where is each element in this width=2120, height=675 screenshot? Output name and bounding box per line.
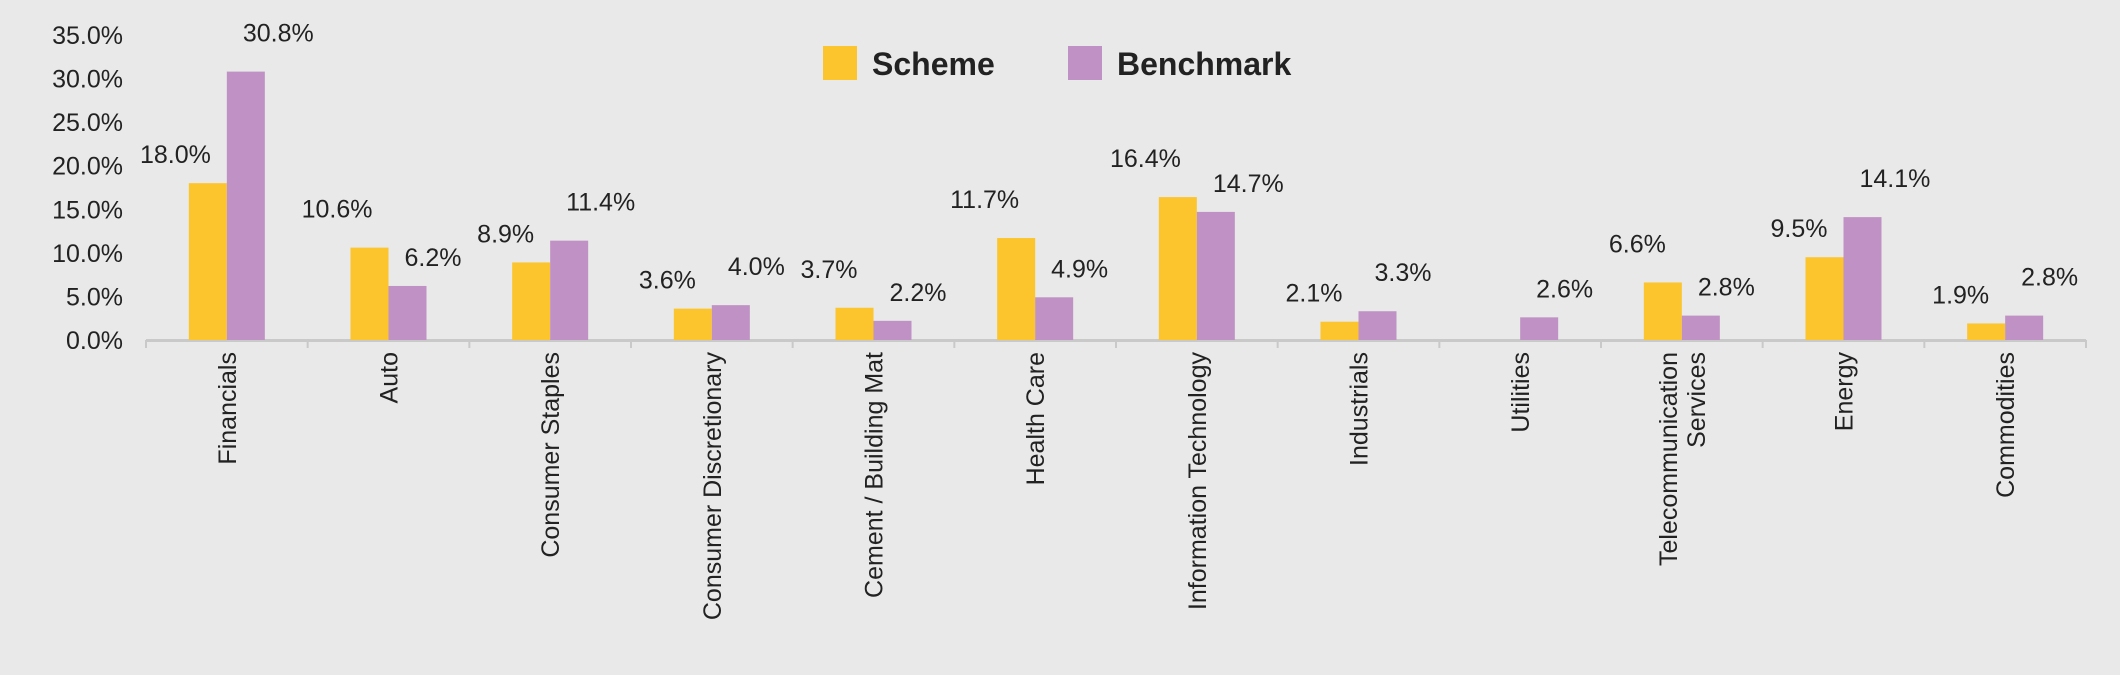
scheme-data-label: 2.1% [1286, 280, 1343, 308]
category-label-group: Information Technology [1184, 352, 1212, 611]
category-label: Consumer Discretionary [699, 352, 727, 621]
y-axis: 0.0% 5.0% 10.0% 15.0% 20.0% 25.0% 30.0% 35.0% [52, 22, 123, 355]
scheme-bar [188, 183, 227, 340]
benchmark-data-label: 14.1% [1860, 165, 1931, 193]
category-label-group: Auto [376, 352, 404, 403]
y-tick-label: 30.0% [52, 66, 123, 94]
x-axis [145, 339, 2087, 348]
category-label: Services [1683, 352, 1711, 448]
category-label: Health Care [1022, 352, 1050, 485]
scheme-bar [512, 262, 551, 340]
scheme-legend-swatch [823, 46, 857, 80]
benchmark-bar [711, 305, 750, 340]
y-tick-label: 5.0% [66, 283, 123, 311]
benchmark-bar [388, 285, 427, 340]
y-tick-label: 35.0% [52, 22, 123, 50]
category-label-group: Telecommunication Services [1655, 352, 1711, 566]
scheme-bar [1805, 257, 1844, 340]
category-label: Information Technology [1184, 352, 1212, 611]
category-label-group: Financials [214, 352, 242, 465]
category-label-group: Utilities [1507, 352, 1535, 433]
category-label: Utilities [1507, 352, 1535, 433]
benchmark-data-label: 4.0% [728, 253, 785, 281]
benchmark-data-label: 4.9% [1051, 255, 1108, 283]
benchmark-bar [1358, 311, 1397, 340]
category-label: Auto [376, 352, 404, 403]
legend: Scheme Benchmark [823, 46, 1292, 82]
category-label: Energy [1831, 352, 1859, 432]
y-tick-label: 10.0% [52, 240, 123, 268]
scheme-bar [1320, 321, 1359, 340]
benchmark-bar [1843, 217, 1882, 340]
scheme-bar [673, 308, 712, 340]
category-label-group: Energy [1831, 352, 1859, 432]
benchmark-data-label: 2.8% [2021, 264, 2078, 292]
scheme-bar [1158, 197, 1197, 340]
benchmark-data-label: 2.8% [1698, 274, 1755, 302]
category-label-group: Commodities [1992, 352, 2020, 498]
data-labels: 18.0% 30.8% 10.6% 6.2% 8.9% 11.4% 3.6% 4.0% 3.7%… [140, 20, 2078, 310]
benchmark-bar [1196, 211, 1235, 340]
benchmark-bar [226, 71, 265, 340]
category-label: Telecommunication [1655, 352, 1683, 566]
scheme-data-label: 18.0% [140, 141, 211, 169]
benchmark-bar [873, 320, 912, 340]
scheme-data-label: 16.4% [1110, 145, 1181, 173]
benchmark-data-label: 11.4% [566, 189, 635, 217]
benchmark-data-label: 14.7% [1213, 170, 1284, 198]
scheme-data-label: 1.9% [1932, 281, 1989, 309]
category-label-group: Industrials [1346, 352, 1374, 466]
benchmark-data-label: 30.8% [243, 20, 314, 48]
scheme-data-label: 10.6% [302, 196, 373, 224]
scheme-bar [997, 238, 1036, 340]
category-label: Cement / Building Mat [861, 352, 889, 598]
benchmark-bar [1035, 297, 1074, 340]
category-labels: Financials Auto Consumer Staples Consumer D… [214, 352, 2020, 621]
category-label-group: Consumer Staples [537, 352, 565, 558]
scheme-data-label: 11.7% [950, 186, 1019, 214]
bars [188, 71, 2044, 340]
y-tick-label: 25.0% [52, 109, 123, 137]
category-label: Commodities [1992, 352, 2020, 498]
category-label-group: Cement / Building Mat [861, 352, 889, 598]
benchmark-legend-label: Benchmark [1117, 46, 1292, 82]
scheme-legend-label: Scheme [872, 46, 995, 82]
category-label: Industrials [1346, 352, 1374, 466]
scheme-data-label: 9.5% [1771, 215, 1828, 243]
scheme-bar [1643, 282, 1682, 340]
scheme-bar [835, 307, 874, 340]
benchmark-legend-swatch [1068, 46, 1102, 80]
y-tick-label: 15.0% [52, 196, 123, 224]
category-label: Consumer Staples [537, 352, 565, 558]
benchmark-bar [1681, 315, 1720, 340]
scheme-data-label: 3.6% [639, 267, 696, 295]
benchmark-data-label: 2.6% [1536, 275, 1593, 303]
benchmark-data-label: 2.2% [890, 279, 947, 307]
benchmark-bar [1520, 317, 1559, 340]
benchmark-bar [2005, 315, 2044, 340]
benchmark-data-label: 3.3% [1375, 259, 1432, 287]
scheme-data-label: 8.9% [477, 220, 534, 248]
scheme-data-label: 6.6% [1609, 230, 1666, 258]
category-label-group: Consumer Discretionary [699, 352, 727, 621]
benchmark-bar [550, 240, 589, 340]
category-label: Financials [214, 352, 242, 465]
y-tick-label: 0.0% [66, 327, 123, 355]
scheme-bar [350, 247, 389, 340]
scheme-data-label: 3.7% [801, 256, 858, 284]
scheme-bar [1967, 323, 2006, 340]
y-tick-label: 20.0% [52, 153, 123, 181]
benchmark-data-label: 6.2% [405, 244, 462, 272]
category-label-group: Health Care [1022, 352, 1050, 485]
